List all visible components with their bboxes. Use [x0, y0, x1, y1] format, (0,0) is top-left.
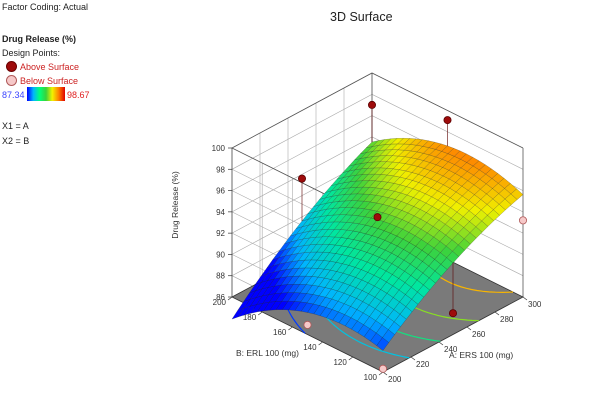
z-tick-label: 100 [212, 144, 226, 153]
y-tick [288, 326, 293, 331]
x-tick [522, 296, 528, 301]
y-tick [348, 356, 354, 361]
z-tick-label: 92 [216, 229, 225, 238]
above-surface-point [367, 100, 376, 109]
x-tick-label: 260 [472, 330, 486, 339]
y-tick-label: 120 [333, 358, 347, 367]
x1-mapping: X1 = A [2, 121, 29, 131]
factor-coding-label: Factor Coding: Actual [2, 2, 89, 12]
below-surface-point [378, 364, 387, 373]
x-tick [494, 311, 500, 316]
y-tick-label: 180 [243, 313, 257, 322]
color-scale-min: 87.34 [2, 90, 25, 100]
x-tick-label: 240 [444, 345, 458, 354]
x2-mapping: X2 = B [2, 136, 30, 146]
box-top-edge [231, 72, 524, 224]
above-surface-point [443, 116, 452, 125]
axes: 2002202402602803001001201401601802008688… [170, 144, 542, 384]
x-axis-title: A: ERS 100 (mg) [449, 350, 513, 360]
design-points [297, 100, 528, 373]
above-surface-point [373, 213, 382, 222]
x-tick-label: 280 [500, 315, 514, 324]
below-surface-point [519, 216, 528, 225]
z-tick-label: 94 [216, 208, 225, 217]
below-surface-marker-icon [6, 75, 17, 86]
y-tick-label: 100 [364, 373, 378, 382]
y-tick-label: 200 [213, 298, 227, 307]
y-axis-title: B: ERL 100 (mg) [236, 348, 299, 358]
below-surface-label: Below Surface [20, 76, 79, 86]
response-title: Drug Release (%) [2, 34, 77, 44]
y-tick-label: 160 [273, 328, 287, 337]
y-tick [227, 296, 233, 301]
x-tick-label: 220 [416, 360, 430, 369]
above-surface-point [297, 174, 306, 183]
y-tick [257, 311, 263, 316]
y-tick [318, 341, 323, 346]
x-tick-label: 200 [388, 375, 402, 384]
surface-cell [510, 188, 524, 200]
z-tick-label: 88 [216, 272, 225, 281]
response-surface [231, 138, 524, 351]
below-surface-point [303, 320, 312, 329]
z-tick-label: 86 [216, 293, 225, 302]
above-surface-point [448, 309, 457, 318]
z-tick-label: 96 [216, 187, 225, 196]
chart-title: 3D Surface [330, 10, 393, 24]
z-tick-label: 90 [216, 250, 225, 259]
color-scale-bar [27, 87, 65, 101]
y-tick-label: 140 [303, 343, 317, 352]
z-axis-title: Drug Release (%) [170, 171, 180, 239]
x-tick [438, 341, 444, 346]
x-tick [410, 356, 416, 361]
design-points-title: Design Points: [2, 48, 61, 58]
above-surface-label: Above Surface [20, 62, 80, 72]
color-scale-max: 98.67 [67, 90, 90, 100]
x-tick-label: 300 [528, 300, 542, 309]
above-surface-marker-icon [6, 61, 17, 72]
z-tick-label: 98 [216, 165, 225, 174]
x-tick [466, 326, 472, 331]
